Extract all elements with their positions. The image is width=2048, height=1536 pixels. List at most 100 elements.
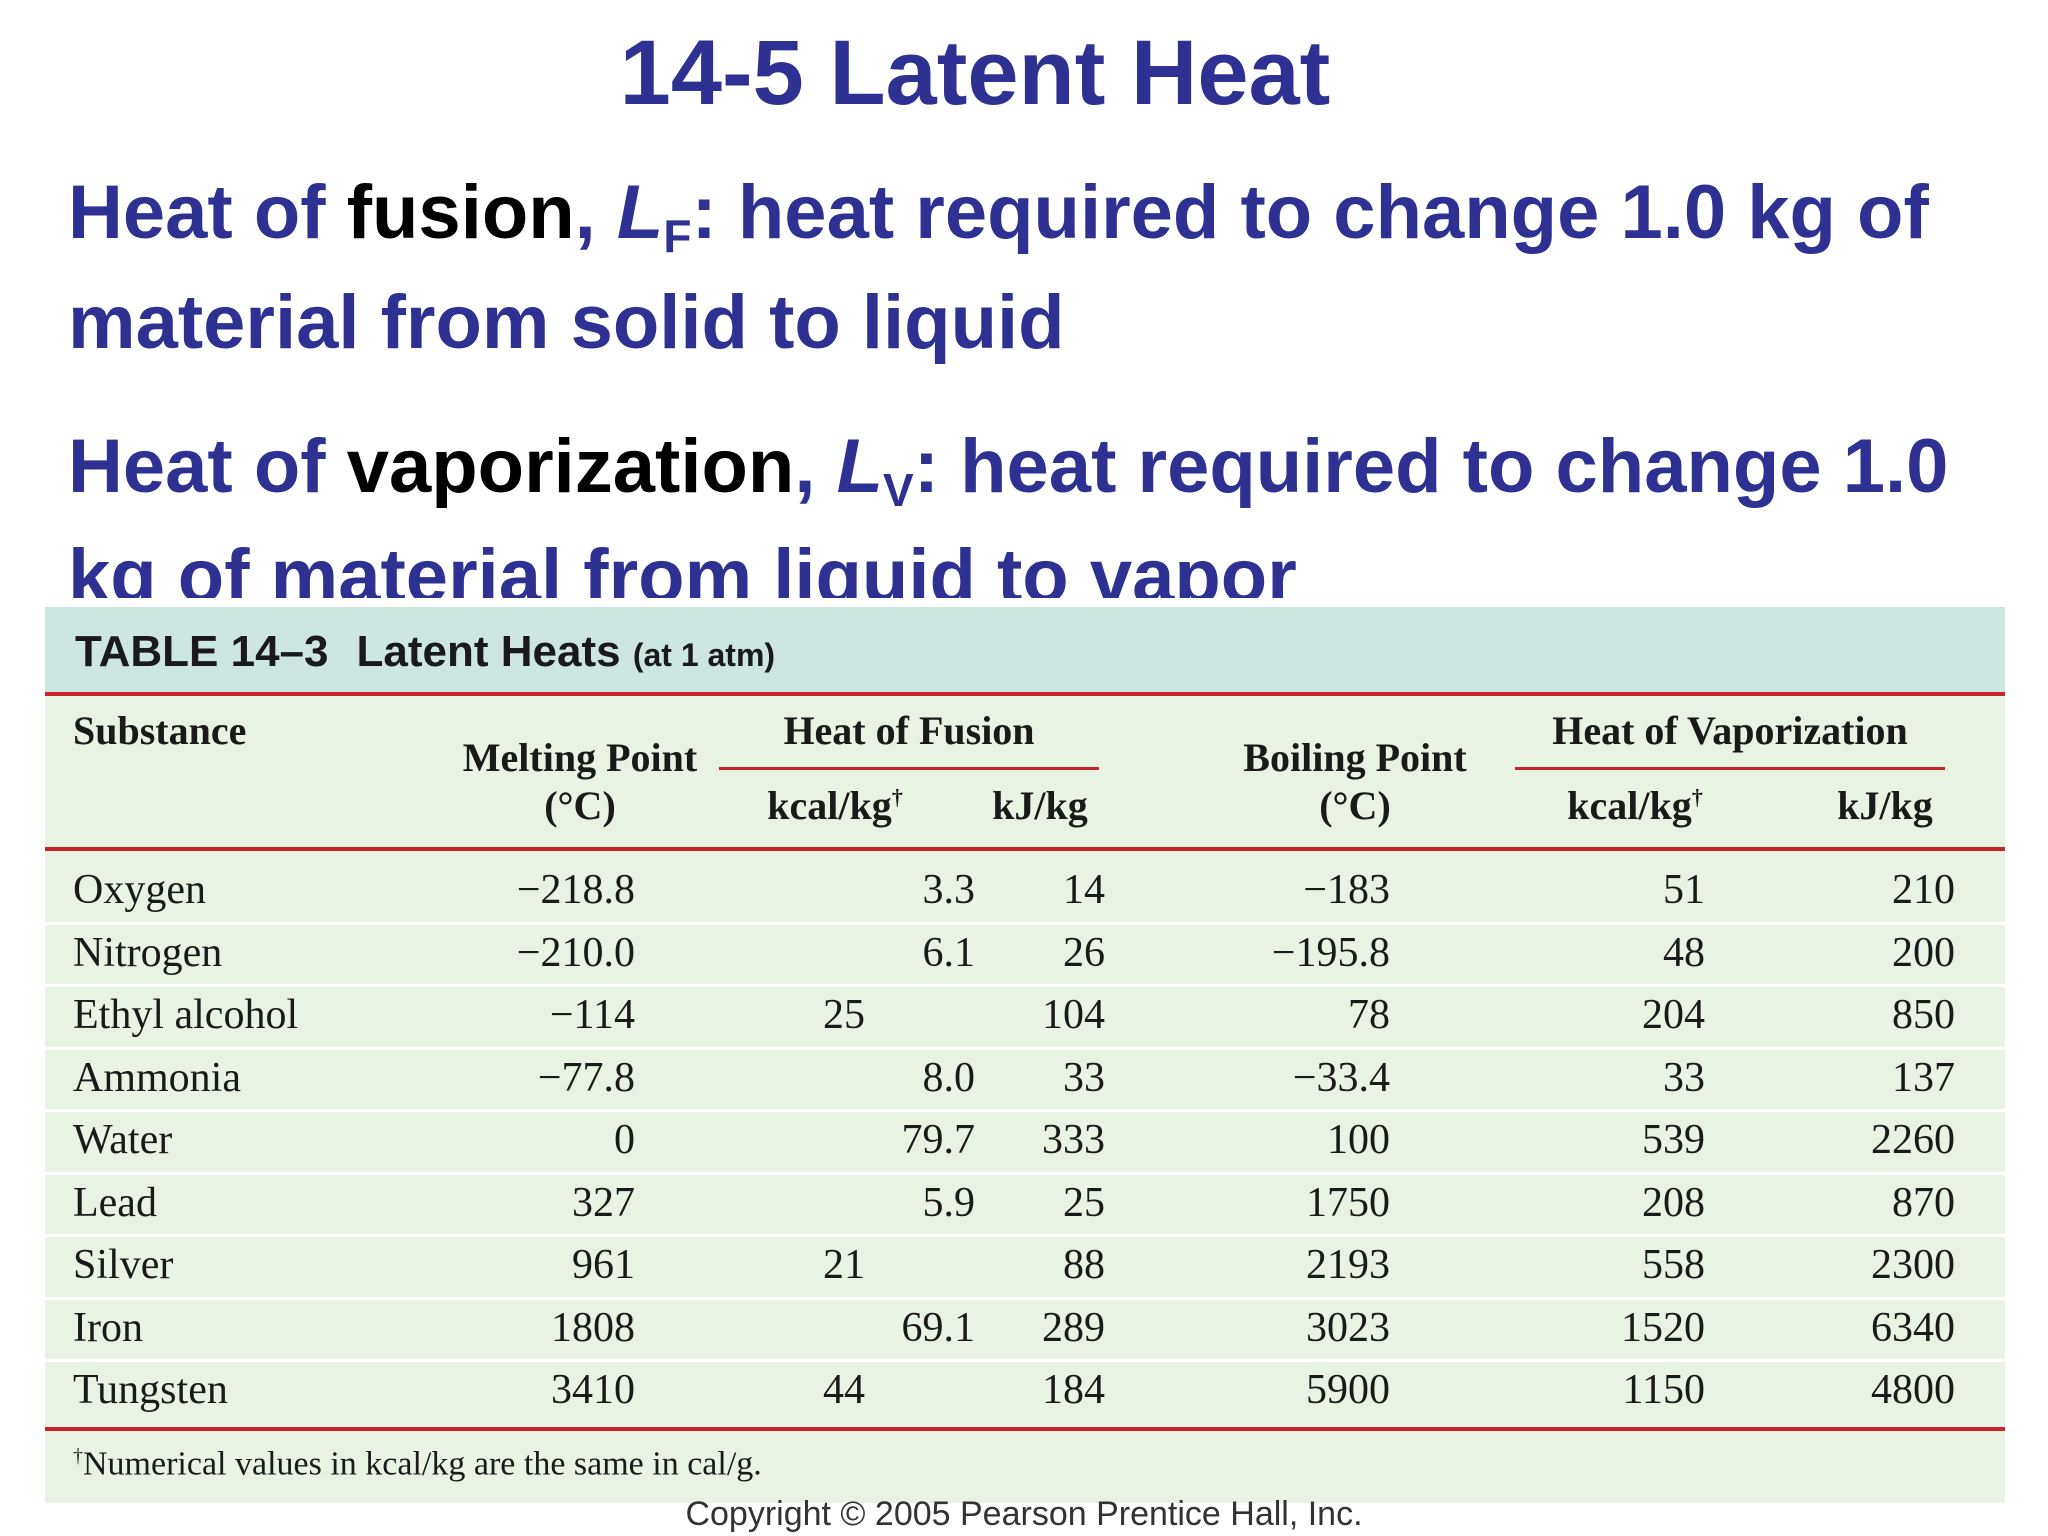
cell-fusion-kcal: 6.1 [922,929,976,976]
fusion-comma: , [574,170,617,255]
cell-boiling: −33.4 [1292,1054,1390,1101]
row-divider [45,1234,2005,1237]
cell-substance: Lead [73,1179,157,1226]
cell-boiling: 100 [1327,1117,1390,1163]
cell-fusion-kcal: 25 [823,992,865,1038]
row-divider [45,1171,2005,1175]
cell-vap-kcal: 1150 [1622,1367,1705,1413]
cell-boiling: 78 [1348,992,1390,1038]
cell-boiling: −183 [1303,867,1390,913]
copyright-notice: Copyright © 2005 Pearson Prentice Hall, … [685,1495,1363,1533]
row-divider [45,1296,2005,1300]
table-caption-band [45,607,2005,692]
slide-title: 14-5 Latent Heat [619,22,1331,124]
vap-dagger: † [1691,784,1703,810]
header-vap-kcal: kcal/kg† [1567,783,1703,828]
cell-melting: −210.0 [516,929,635,976]
cell-melting: −114 [549,992,635,1038]
fusion-dagger: † [891,784,903,810]
table-caption: TABLE 14–3 Latent Heats (at 1 atm) [75,627,775,677]
cell-substance: Iron [73,1304,143,1351]
cell-melting: 327 [572,1179,635,1226]
cell-vap-kj: 6340 [1871,1304,1955,1351]
header-boiling-unit: (°C) [1319,783,1391,828]
cell-substance: Water [73,1117,173,1163]
cell-vap-kj: 4800 [1871,1367,1955,1413]
cell-vap-kcal: 558 [1642,1242,1705,1288]
cell-fusion-kj: 26 [1063,929,1105,976]
cell-fusion-kj: 289 [1042,1304,1105,1351]
table-footnote: †Numerical values in kcal/kg are the sam… [73,1445,762,1483]
vaporization-text: : heat required to change 1.0 kg of mate… [68,424,1949,598]
fusion-term: fusion [346,170,575,255]
cell-boiling: −195.8 [1271,929,1390,976]
cell-fusion-kj: 184 [1042,1367,1105,1413]
cell-vap-kcal: 208 [1642,1179,1705,1226]
cell-vap-kcal: 33 [1663,1054,1705,1101]
header-rule [45,847,2005,851]
header-fusion-kcal: kcal/kg† [767,783,903,828]
header-melting-unit: (°C) [544,783,616,828]
row-divider [45,1109,2005,1112]
cell-fusion-kj: 333 [1042,1117,1105,1163]
table-number: TABLE 14–3 [75,627,329,676]
footnote-dagger: † [73,1445,83,1467]
fusion-definition: Heat of fusion, LF: heat required to cha… [68,158,2018,378]
cell-fusion-kcal: 8.0 [922,1054,976,1101]
cell-melting: 3410 [551,1367,635,1413]
cell-vap-kcal: 48 [1663,929,1705,976]
table-condition: (at 1 atm) [632,637,776,673]
header-fusion-kj: kJ/kg [992,783,1088,828]
latent-heats-table: TABLE 14–3 Latent Heats (at 1 atm) Substa… [45,607,2005,1503]
fusion-header-rule [719,767,1099,770]
cell-fusion-kj: 33 [1063,1054,1105,1101]
cell-fusion-kcal: 21 [823,1242,865,1288]
header-heat-of-vaporization: Heat of Vaporization [1552,708,1908,753]
row-divider [45,984,2005,987]
definitions: Heat of fusion, LF: heat required to cha… [68,158,2018,598]
cell-melting: 961 [572,1242,635,1288]
cell-fusion-kj: 104 [1042,992,1105,1038]
cell-fusion-kj: 25 [1063,1179,1105,1226]
cell-fusion-kcal: 79.7 [901,1117,976,1163]
vaporization-definition: Heat of vaporization, LV: heat required … [68,412,2018,598]
cell-substance: Silver [73,1242,174,1288]
cell-vap-kj: 870 [1892,1179,1955,1226]
cell-vap-kj: 210 [1892,867,1955,913]
cell-vap-kcal: 51 [1663,867,1705,913]
fusion-subscript: F [663,210,692,262]
cell-vap-kj: 137 [1892,1054,1955,1101]
cell-vap-kj: 2260 [1871,1117,1955,1163]
cell-substance: Oxygen [73,867,206,913]
cell-fusion-kj: 14 [1063,867,1105,913]
header-heat-of-fusion: Heat of Fusion [783,708,1035,753]
row-divider [45,921,2005,925]
row-divider [45,1359,2005,1362]
vaporization-header-rule [1515,767,1945,770]
cell-fusion-kcal: 5.9 [922,1179,976,1226]
cell-vap-kcal: 204 [1642,992,1705,1038]
header-substance: Substance [73,708,247,753]
table-title: Latent Heats [356,627,621,676]
cell-boiling: 5900 [1306,1367,1390,1413]
cell-fusion-kcal: 44 [823,1367,865,1413]
vaporization-comma: , [794,424,837,509]
cell-vap-kcal: 539 [1642,1117,1705,1163]
vaporization-subscript: V [883,464,914,516]
cell-boiling: 2193 [1306,1242,1390,1288]
footnote-text: Numerical values in kcal/kg are the same… [83,1445,762,1483]
vaporization-prefix: Heat of [68,424,347,509]
cell-vap-kj: 2300 [1871,1242,1955,1288]
cell-melting: −218.8 [516,867,635,913]
cell-melting: −77.8 [537,1054,635,1101]
cell-vap-kj: 850 [1892,992,1955,1038]
cell-vap-kj: 200 [1892,929,1955,976]
cell-fusion-kcal: 3.3 [922,867,976,913]
cell-substance: Tungsten [73,1367,228,1413]
bottom-rule [45,1427,2005,1431]
cell-substance: Nitrogen [73,929,223,976]
cell-substance: Ethyl alcohol [73,992,299,1038]
cell-vap-kcal: 1520 [1621,1304,1705,1351]
fusion-prefix: Heat of [68,170,347,255]
caption-rule [45,692,2005,696]
